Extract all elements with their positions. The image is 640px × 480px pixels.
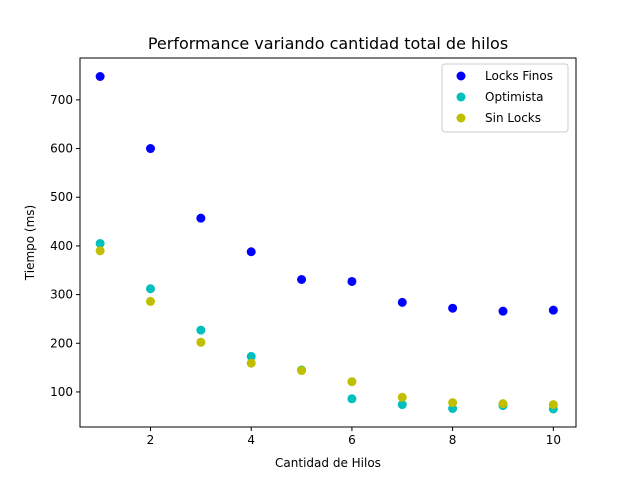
- data-point: [448, 303, 458, 313]
- x-tick-label: 6: [348, 433, 356, 447]
- data-point: [145, 284, 155, 294]
- y-tick-label: 600: [50, 142, 73, 156]
- x-tick-label: 8: [449, 433, 457, 447]
- data-point: [246, 247, 256, 257]
- legend-entry: Locks Finos: [485, 69, 553, 83]
- data-point: [95, 71, 105, 81]
- data-point: [145, 296, 155, 306]
- data-point: [196, 337, 206, 347]
- y-tick-label: 300: [50, 288, 73, 302]
- x-tick-label: 10: [546, 433, 561, 447]
- data-point: [548, 400, 558, 410]
- data-point: [397, 297, 407, 307]
- series-locks-finos: [95, 71, 558, 316]
- data-point: [95, 238, 105, 248]
- data-point: [297, 366, 307, 376]
- series-sin-locks: [95, 246, 558, 410]
- legend-marker: [456, 113, 466, 123]
- y-tick-label: 200: [50, 336, 73, 350]
- data-point: [246, 358, 256, 368]
- data-point: [347, 276, 357, 286]
- data-point: [95, 246, 105, 256]
- x-axis: 2 4 6 8 10: [147, 427, 561, 447]
- data-points: [95, 71, 558, 414]
- x-axis-label: Cantidad de Hilos: [275, 456, 381, 470]
- data-point: [145, 144, 155, 154]
- y-axis: 100 200 300 400 500 600 700: [50, 93, 80, 399]
- y-tick-label: 400: [50, 239, 73, 253]
- x-tick-label: 2: [147, 433, 155, 447]
- legend-entry: Optimista: [485, 90, 543, 104]
- data-point: [347, 377, 357, 387]
- chart-title: Performance variando cantidad total de h…: [148, 34, 508, 53]
- data-point: [397, 392, 407, 402]
- y-tick-label: 700: [50, 93, 73, 107]
- y-tick-label: 100: [50, 385, 73, 399]
- data-point: [246, 351, 256, 361]
- data-point: [498, 399, 508, 409]
- plot-area: [79, 57, 577, 428]
- data-point: [297, 274, 307, 284]
- data-point: [448, 398, 458, 408]
- legend-marker: [456, 92, 466, 102]
- legend: Locks Finos Optimista Sin Locks: [441, 63, 569, 133]
- y-axis-label: Tiempo (ms): [23, 205, 37, 281]
- legend-entry: Sin Locks: [485, 111, 541, 125]
- legend-box: [441, 63, 569, 133]
- data-point: [196, 213, 206, 223]
- data-point: [548, 305, 558, 315]
- x-tick-label: 4: [247, 433, 255, 447]
- series-optimista: [95, 238, 558, 414]
- data-point: [397, 400, 407, 410]
- data-point: [498, 306, 508, 316]
- y-tick-label: 500: [50, 190, 73, 204]
- legend-marker: [456, 71, 466, 81]
- data-point: [347, 394, 357, 404]
- data-point: [196, 325, 206, 335]
